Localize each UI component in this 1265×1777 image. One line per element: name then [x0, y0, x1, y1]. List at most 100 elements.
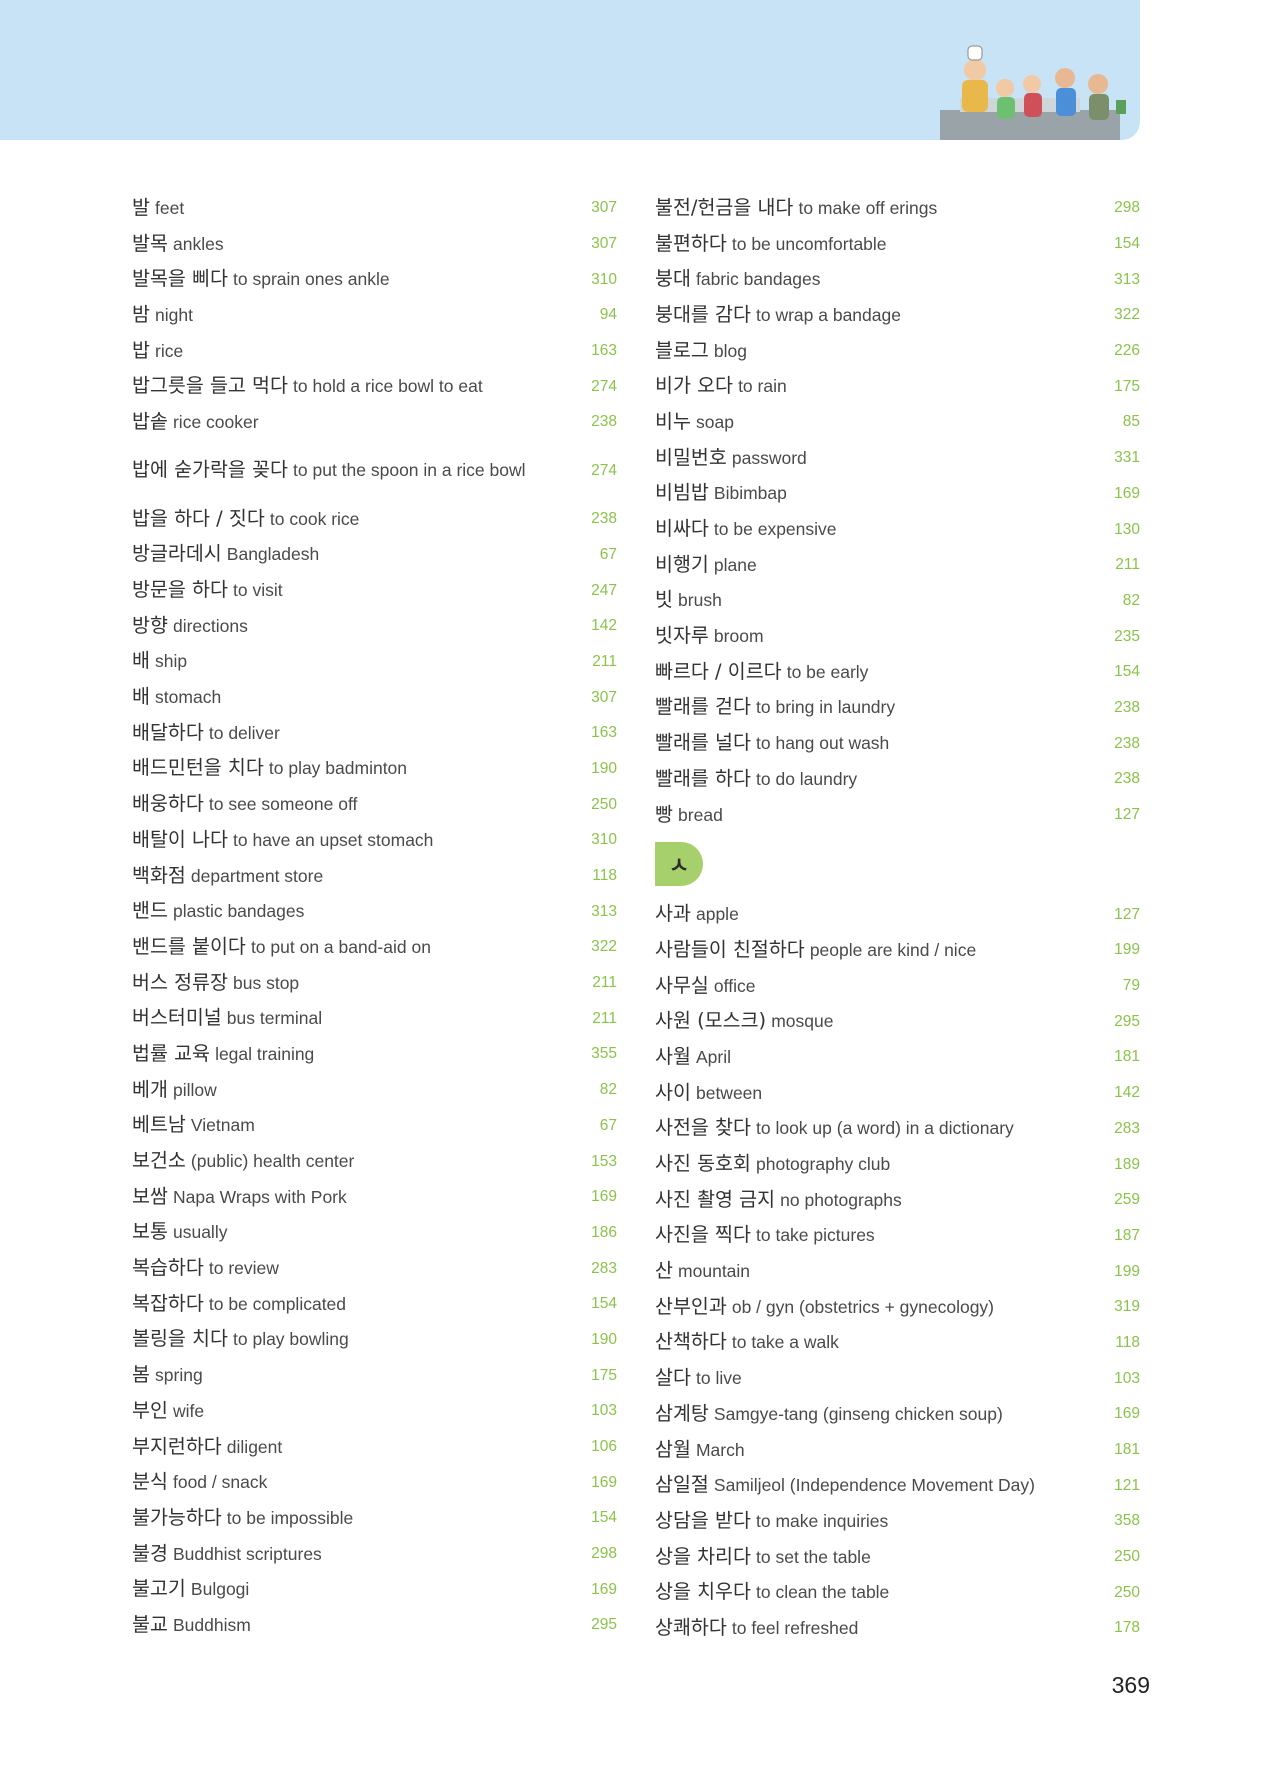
index-entry: 상을 치우다 to clean the table 250 [655, 1574, 1140, 1610]
english-gloss: password [731, 447, 807, 468]
korean-term: 불교 [132, 1612, 168, 1636]
index-entry: 발 feet 307 [132, 190, 617, 226]
entry-text: 보건소 (public) health center [132, 1149, 577, 1173]
english-gloss: April [695, 1046, 731, 1067]
index-entry: 빗 brush 82 [655, 583, 1140, 619]
page-reference: 283 [1114, 1119, 1140, 1137]
korean-term: 복습하다 [132, 1256, 204, 1280]
korean-term: 봄 [132, 1363, 150, 1387]
entry-text: 빠르다 / 이르다 to be early [655, 660, 1100, 684]
index-entry: 산책하다 to take a walk 118 [655, 1325, 1140, 1361]
entry-text: 부지런하다 diligent [132, 1435, 577, 1459]
english-gloss: to visit [233, 580, 283, 601]
entry-text: 붕대 fabric bandages [655, 267, 1100, 291]
english-gloss: usually [172, 1222, 228, 1243]
korean-term: 배 [132, 685, 150, 709]
page-reference: 118 [592, 867, 617, 885]
page-reference: 175 [1114, 377, 1140, 395]
index-entry: 밴드 plastic bandages 313 [132, 893, 617, 929]
english-gloss: to take pictures [756, 1225, 875, 1246]
page-reference: 82 [599, 1081, 617, 1099]
index-entry: 사진 동호회 photography club 189 [655, 1146, 1140, 1182]
index-entry: 법률 교육 legal training 355 [132, 1036, 617, 1072]
page-reference: 259 [1114, 1191, 1140, 1209]
index-entry: 산부인과 ob / gyn (obstetrics + gynecology) 3… [655, 1289, 1140, 1325]
index-entry: 버스 정류장 bus stop 211 [132, 965, 617, 1001]
korean-term: 빨래를 걷다 [655, 695, 751, 719]
index-entry: 사이 between 142 [655, 1075, 1140, 1111]
index-entry: 밤 night 94 [132, 297, 617, 333]
page-reference: 169 [1114, 484, 1140, 502]
page-reference: 322 [1114, 306, 1140, 324]
english-gloss: photography club [756, 1154, 891, 1175]
korean-term: 사원 (모스크) [655, 1009, 767, 1033]
entry-text: 붕대를 감다 to wrap a bandage [655, 303, 1100, 327]
index-entry: 사진을 찍다 to take pictures 187 [655, 1218, 1140, 1254]
korean-term: 산책하다 [655, 1330, 727, 1354]
korean-term: 베개 [132, 1077, 168, 1101]
korean-term: 방문을 하다 [132, 578, 228, 602]
english-gloss: ship [155, 651, 188, 672]
korean-term: 사무실 [655, 973, 709, 997]
entry-text: 발목을 삐다 to sprain ones ankle [132, 267, 577, 291]
page-reference: 106 [591, 1438, 617, 1456]
korean-term: 비빔밥 [655, 481, 709, 505]
english-gloss: Samgye-tang (ginseng chicken soup) [713, 1403, 1003, 1424]
page-reference: 238 [1114, 734, 1140, 752]
korean-term: 사월 [655, 1044, 691, 1068]
index-column-left: 발 feet 307 발목 ankles 307 발목을 삐다 to sprain on… [132, 190, 617, 1643]
index-entry: 배탈이 나다 to have an upset stomach 310 [132, 822, 617, 858]
korean-term: 비누 [655, 409, 691, 433]
english-gloss: to take a walk [731, 1332, 839, 1353]
entry-text: 산 mountain [655, 1259, 1100, 1283]
index-entry: 발목을 삐다 to sprain ones ankle 310 [132, 261, 617, 297]
english-gloss: plane [713, 554, 757, 575]
entry-text: 불가능하다 to be impossible [132, 1506, 577, 1530]
english-gloss: ob / gyn (obstetrics + gynecology) [731, 1296, 995, 1317]
entry-text: 비행기 plane [655, 553, 1100, 577]
english-gloss: to cook rice [269, 508, 360, 529]
page-reference: 79 [1122, 977, 1140, 995]
index-entry: 상쾌하다 to feel refreshed 178 [655, 1610, 1140, 1646]
index-entry: 사과 apple 127 [655, 896, 1140, 932]
page-reference: 178 [1114, 1619, 1140, 1637]
page-reference: 94 [599, 306, 617, 324]
entry-text: 삼월 March [655, 1438, 1100, 1462]
index-entry: 부인 wife 103 [132, 1393, 617, 1429]
korean-term: 밴드 [132, 899, 168, 923]
entry-text: 빨래를 걷다 to bring in laundry [655, 695, 1100, 719]
page-reference: 298 [1114, 199, 1140, 217]
page-reference: 153 [591, 1152, 617, 1170]
english-gloss: to put the spoon in a rice bowl [293, 460, 526, 481]
page-number: 369 [1111, 1672, 1150, 1698]
entry-text: 배 stomach [132, 685, 577, 709]
index-entry: 불전/헌금을 내다 to make off erings 298 [655, 190, 1140, 226]
entry-text: 상을 차리다 to set the table [655, 1545, 1100, 1569]
english-gloss: rice [155, 340, 184, 361]
korean-term: 배탈이 나다 [132, 827, 228, 851]
page-reference: 238 [591, 510, 617, 528]
entry-text: 배 ship [132, 649, 577, 673]
page-reference: 226 [1114, 342, 1140, 360]
page-reference: 190 [591, 1330, 617, 1348]
entry-text: 밥솥 rice cooker [132, 410, 577, 434]
page-reference: 181 [1114, 1441, 1140, 1459]
english-gloss: food / snack [172, 1472, 268, 1493]
english-gloss: no photographs [780, 1189, 902, 1210]
index-column-right: 불전/헌금을 내다 to make off erings 298 불편하다 to b… [655, 190, 1140, 1646]
entry-text: 보통 usually [132, 1220, 577, 1244]
page-reference: 283 [591, 1259, 617, 1277]
entry-text: 밴드를 붙이다 to put on a band-aid on [132, 935, 577, 959]
index-entry: 복잡하다 to be complicated 154 [132, 1286, 617, 1322]
entry-text: 밤 night [132, 303, 577, 327]
index-entry: 사람들이 친절하다 people are kind / nice 199 [655, 932, 1140, 968]
index-entry: 비싸다 to be expensive 130 [655, 511, 1140, 547]
entry-text: 밥그릇을 들고 먹다 to hold a rice bowl to eat [132, 374, 577, 398]
korean-term: 사람들이 친절하다 [655, 937, 805, 961]
entry-text: 산부인과 ob / gyn (obstetrics + gynecology) [655, 1295, 1100, 1319]
korean-term: 밥 [132, 338, 150, 362]
korean-term: 밥을 하다 / 짓다 [132, 506, 265, 530]
page-reference: 103 [1114, 1369, 1140, 1387]
entry-text: 비싸다 to be expensive [655, 517, 1100, 541]
index-entry: 방향 directions 142 [132, 608, 617, 644]
